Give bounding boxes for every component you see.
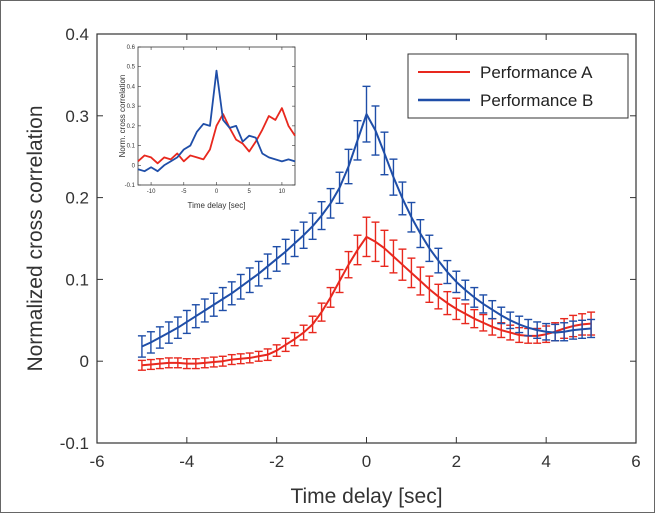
inset-plot: -10 -5 0 5 10 -0.1 0 0.1 0.2 0.3 0.4 0.5 0.6 Time d…: [118, 45, 296, 210]
inset-x-axis-ticks: -10 -5 0 5 10: [147, 47, 286, 195]
legend-label-performance-b: Performance B: [480, 91, 593, 110]
data-series: [137, 85, 596, 371]
x-tick-label: -6: [89, 452, 104, 471]
y-tick-label: 0.4: [127, 84, 136, 90]
y-tick-label: 0.2: [127, 124, 136, 130]
legend: Performance A Performance B: [407, 53, 629, 119]
x-tick-label: 2: [452, 452, 461, 471]
y-tick-label: 0: [80, 352, 89, 371]
legend-box: [407, 53, 629, 119]
y-tick-label: 0: [132, 163, 136, 169]
series-performance-b: [137, 69, 296, 173]
inset-plot-area: [137, 46, 296, 186]
y-axis-title: Normalized cross correlation: [24, 105, 47, 371]
y-tick-label: -0.1: [60, 434, 89, 453]
x-tick-label: 10: [279, 189, 286, 195]
y-tick-label: 0.1: [65, 270, 89, 289]
y-tick-label: 0.3: [65, 107, 89, 126]
y-axis-ticks: -0.1 0 0.1 0.2 0.3 0.4: [60, 25, 636, 453]
x-tick-label: 0: [215, 189, 219, 195]
x-tick-label: -2: [269, 452, 284, 471]
y-tick-label: 0.2: [65, 189, 89, 208]
x-tick-label: -10: [147, 189, 156, 195]
x-tick-label: -5: [181, 189, 187, 195]
y-tick-label: 0.5: [127, 65, 136, 71]
y-tick-label: 0.4: [65, 25, 89, 44]
inset-y-axis-ticks: -0.1 0 0.1 0.2 0.3 0.4 0.5 0.6: [125, 45, 295, 189]
inset-data-series: [137, 69, 296, 173]
y-tick-label: 0.6: [127, 45, 136, 51]
inset-y-axis-title: Norm. cross correlation: [118, 75, 127, 158]
x-tick-label: 0: [362, 452, 371, 471]
y-tick-label: 0.1: [127, 144, 136, 150]
series-performance-a: [137, 107, 296, 165]
x-tick-label: 5: [248, 189, 252, 195]
x-tick-label: 4: [541, 452, 550, 471]
x-tick-label: -4: [179, 452, 194, 471]
legend-label-performance-a: Performance A: [480, 63, 593, 82]
inset-x-axis-title: Time delay [sec]: [188, 201, 246, 210]
x-axis-title: Time delay [sec]: [290, 485, 442, 508]
y-tick-label: 0.3: [127, 104, 136, 110]
x-axis-ticks: -6 -4 -2 0 2 4 6: [89, 34, 641, 471]
y-tick-label: -0.1: [125, 183, 136, 189]
series-performance-b: [137, 85, 596, 358]
x-tick-label: 6: [631, 452, 640, 471]
